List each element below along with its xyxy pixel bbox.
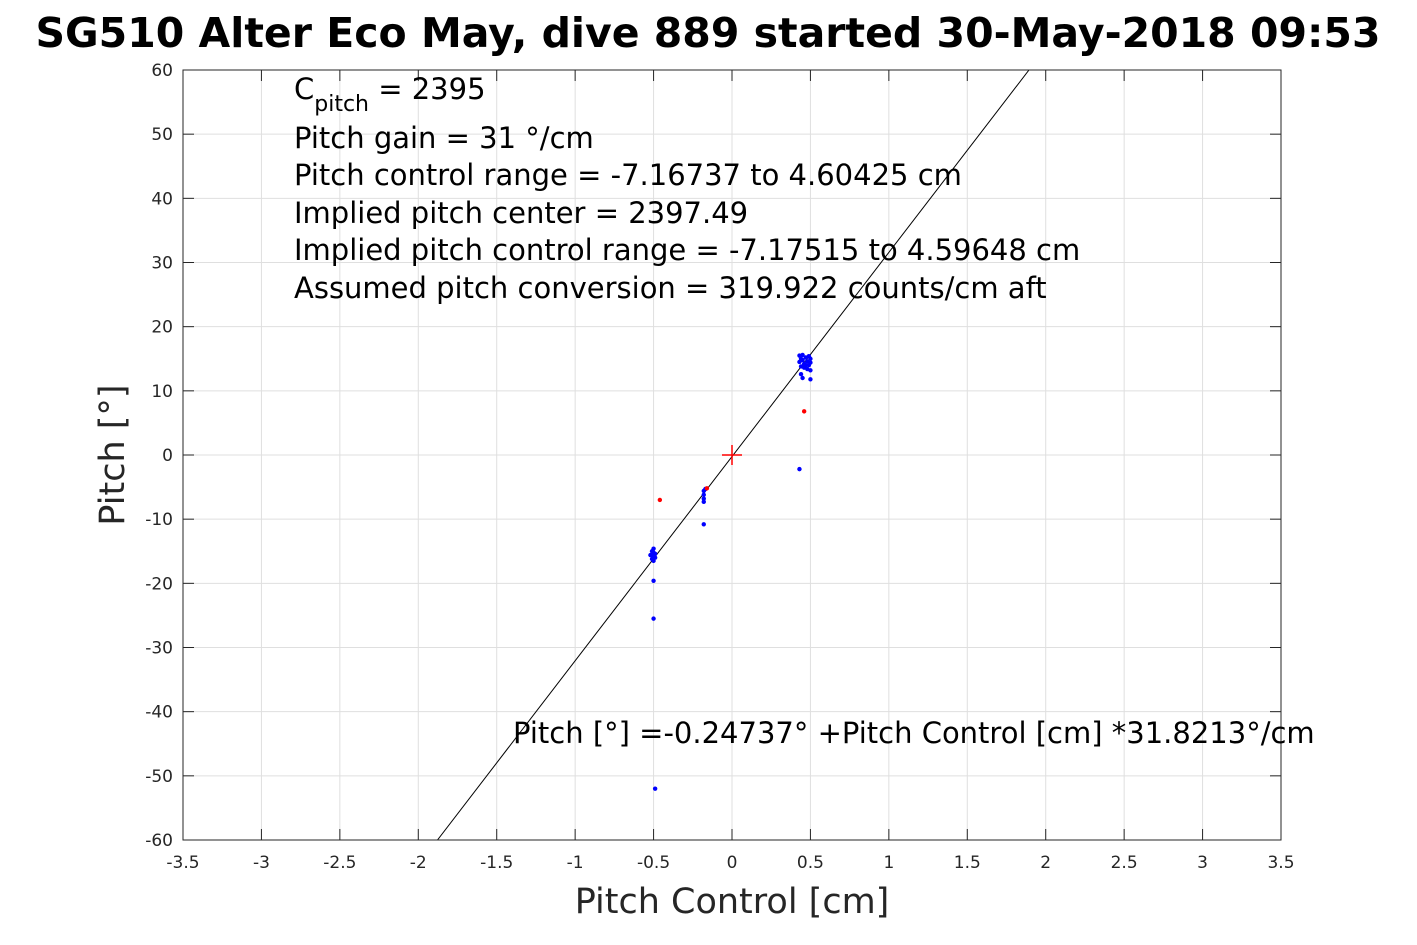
- x-tick-label: 2.5: [1111, 853, 1138, 873]
- data-point: [651, 550, 656, 555]
- y-tick-label: 10: [151, 382, 173, 402]
- data-point: [806, 353, 812, 359]
- cpitch-symbol: C: [294, 72, 314, 106]
- data-point: [651, 616, 656, 621]
- data-point: [657, 497, 663, 503]
- pitch-conversion-text: Assumed pitch conversion = 319.922 count…: [294, 271, 1047, 305]
- pitch-gain-text: Pitch gain = 31 °/cm: [294, 121, 594, 155]
- data-point: [808, 368, 813, 373]
- y-tick-label: -50: [145, 767, 173, 787]
- x-tick-label: 3.5: [1267, 853, 1294, 873]
- x-tick-label: 2: [1040, 853, 1051, 873]
- x-tick-label: -2.5: [323, 853, 356, 873]
- data-point: [701, 492, 706, 497]
- y-axis-label: Pitch [°]: [93, 384, 133, 525]
- y-tick-label: -40: [145, 703, 173, 723]
- plot-area: [437, 70, 1030, 840]
- data-point: [797, 466, 802, 472]
- annotation-block: Cpitch = 2395 Pitch gain = 31 °/cm Pitch…: [294, 72, 1080, 305]
- y-tick-label: 20: [151, 318, 173, 338]
- data-point: [808, 360, 813, 365]
- data-point: [800, 375, 805, 381]
- x-tick-label: -0.5: [637, 853, 670, 873]
- x-axis-label: Pitch Control [cm]: [575, 882, 890, 922]
- x-tick-label: -1: [567, 853, 584, 873]
- data-point: [651, 558, 656, 564]
- implied-pitch-center-text: Implied pitch center = 2397.49: [294, 196, 748, 230]
- grid: [182, 69, 1282, 841]
- data-point: [801, 409, 807, 414]
- y-axis-ticks: -60 -50 -40 -30 -20 -10 0 10 20 30 40 50 60: [145, 61, 1281, 851]
- data-point: [803, 362, 808, 368]
- cpitch-annotation: Cpitch = 2395: [294, 72, 486, 117]
- y-tick-label: 30: [151, 254, 173, 274]
- x-tick-label: -2: [410, 853, 427, 873]
- data-point: [701, 496, 706, 501]
- y-tick-label: 40: [151, 189, 173, 209]
- x-tick-label: 0: [727, 853, 738, 873]
- cpitch-value: = 2395: [369, 72, 486, 106]
- chart-title: SG510 Alter Eco May, dive 889 started 30…: [36, 9, 1381, 57]
- x-tick-label: 3: [1197, 853, 1208, 873]
- x-tick-label: 0.5: [797, 853, 824, 873]
- pitch-control-range-text: Pitch control range = -7.16737 to 4.6042…: [294, 158, 962, 192]
- plot-frame: [182, 69, 1282, 841]
- data-point: [798, 371, 804, 377]
- x-axis-ticks: -3.5 -3 -2.5 -2 -1.5 -1 -0.5 0 0.5 1 1.5 2 2.5 3 3.5: [166, 70, 1295, 873]
- fit-equation-text: Pitch [°] =-0.24737° +Pitch Control [cm]…: [513, 716, 1315, 750]
- y-tick-label: -60: [145, 831, 173, 851]
- x-tick-label: -3.5: [166, 853, 199, 873]
- data-point: [652, 786, 658, 791]
- x-tick-label: 1: [883, 853, 894, 873]
- data-point: [704, 486, 710, 491]
- x-tick-label: -3: [253, 853, 270, 873]
- y-tick-label: 50: [151, 125, 173, 145]
- y-tick-label: 60: [151, 61, 173, 81]
- data-point: [651, 578, 656, 583]
- data-point: [701, 499, 706, 505]
- implied-control-range-text: Implied pitch control range = -7.17515 t…: [294, 233, 1080, 267]
- data-point: [800, 352, 805, 358]
- y-tick-label: 0: [162, 446, 173, 466]
- x-tick-label: -1.5: [480, 853, 513, 873]
- data-point: [808, 377, 813, 382]
- cpitch-subscript: pitch: [314, 92, 369, 117]
- y-tick-label: -10: [145, 510, 173, 530]
- data-point: [648, 552, 653, 558]
- y-tick-label: -20: [145, 574, 173, 594]
- x-tick-label: 1.5: [954, 853, 981, 873]
- data-point: [701, 522, 706, 527]
- center-marker: [722, 445, 742, 465]
- data-point: [797, 359, 802, 365]
- y-tick-label: -30: [145, 639, 173, 659]
